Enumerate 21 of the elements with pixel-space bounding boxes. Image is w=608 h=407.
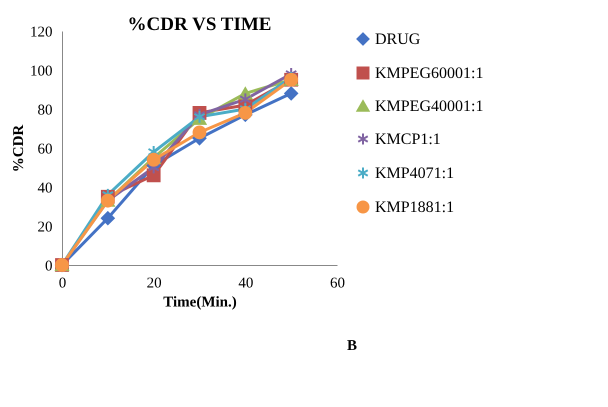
chart-title: %CDR VS TIME [128,14,272,35]
x-tick-label: 0 [58,276,66,292]
y-tick-label: 120 [30,24,52,40]
legend-label: KMCP1:1 [375,131,441,148]
y-tick-label: 0 [45,258,52,274]
x-axis-title: Time(Min.) [163,294,237,310]
legend-label: KMPEG40001:1 [375,98,484,115]
y-tick-label: 40 [38,180,52,196]
legend-label: KMPEG60001:1 [375,65,484,82]
y-axis-title: %CDR [11,124,27,172]
legend-label: DRUG [375,31,421,48]
y-tick-label: 80 [38,102,52,118]
x-tick-label: 20 [146,276,162,292]
x-tick-label: 60 [330,276,345,292]
text: B [346,338,358,354]
y-tick-label: 20 [38,220,52,236]
y-tick-label: 100 [30,64,52,80]
y-tick-label: 60 [38,142,52,158]
legend-label: KMP4071:1 [375,165,454,182]
x-tick-label: 40 [238,276,254,292]
legend-label: KMP1881:1 [375,199,454,216]
